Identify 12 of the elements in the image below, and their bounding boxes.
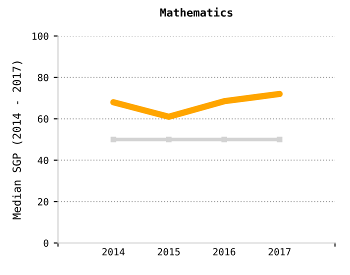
y-axis-title: Median SGP (2014 - 2017): [12, 62, 22, 220]
y-tick-label: 20: [38, 198, 48, 206]
y-tick-label: 100: [32, 32, 48, 40]
y-tick-label: 40: [38, 156, 48, 164]
y-tick-label: 80: [38, 74, 48, 82]
chart-title: Mathematics: [160, 8, 232, 17]
x-tick-label: 2017: [268, 248, 291, 256]
x-tick-label: 2015: [158, 248, 180, 256]
y-tick-label: 0: [44, 240, 48, 247]
x-tick-label: 2014: [102, 248, 125, 256]
y-tick-label: 60: [38, 115, 48, 123]
x-tick-label: 2016: [213, 248, 236, 256]
